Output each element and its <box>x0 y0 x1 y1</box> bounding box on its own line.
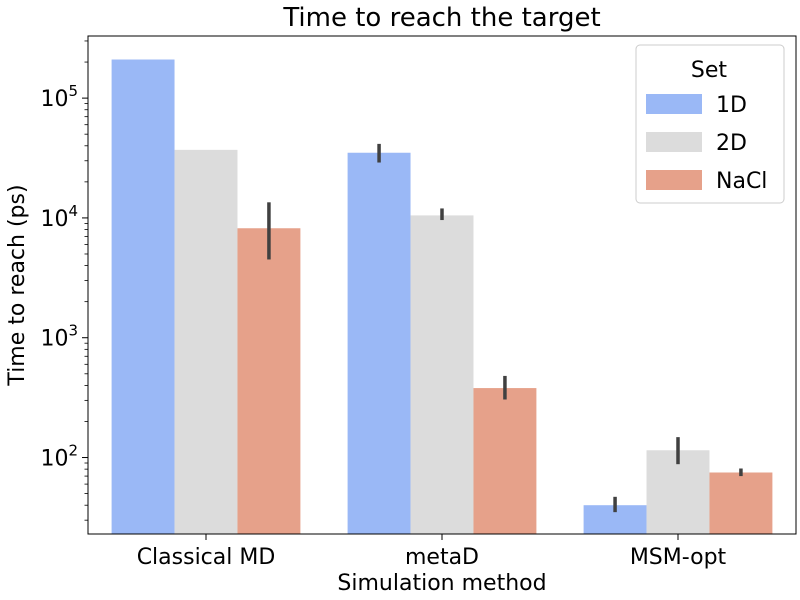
bars-layer <box>111 59 773 535</box>
bar-1d-0 <box>111 59 175 534</box>
legend-swatch-2d <box>646 132 702 152</box>
x-tick-label-0: Classical MD <box>137 545 276 570</box>
bar-1d-1 <box>347 152 411 534</box>
y-axis-label: Time to reach (ps) <box>5 184 30 386</box>
y-tick-label-1: 103 <box>40 322 78 352</box>
bar-nacl-2 <box>709 472 773 534</box>
legend-label-1d: 1D <box>716 93 747 118</box>
bar-nacl-0 <box>237 228 301 535</box>
legend: Set 1D 2D NaCl <box>635 44 785 204</box>
bar-2d-2 <box>646 450 710 534</box>
legend-swatch-1d <box>646 94 702 114</box>
plot-frame <box>87 35 797 535</box>
x-tick-label-1: metaD <box>405 545 479 570</box>
error-bars-layer <box>267 143 743 513</box>
x-axis: Classical MD metaD MSM-opt <box>137 534 727 570</box>
legend-label-nacl: NaCl <box>716 169 767 194</box>
chart-title: Time to reach the target <box>282 3 600 33</box>
bar-2d-1 <box>410 215 474 534</box>
x-tick-label-2: MSM-opt <box>630 545 727 570</box>
y-axis: 102 103 104 105 <box>40 40 88 521</box>
legend-title: Set <box>691 58 728 83</box>
x-axis-label: Simulation method <box>337 571 546 596</box>
bar-nacl-1 <box>473 388 537 534</box>
legend-frame <box>635 44 785 204</box>
bar-2d-0 <box>174 149 238 534</box>
legend-swatch-nacl <box>646 170 702 190</box>
y-tick-label-3: 105 <box>40 82 78 112</box>
y-tick-label-0: 102 <box>40 442 78 472</box>
y-tick-label-2: 104 <box>40 202 78 232</box>
legend-label-2d: 2D <box>716 131 747 156</box>
